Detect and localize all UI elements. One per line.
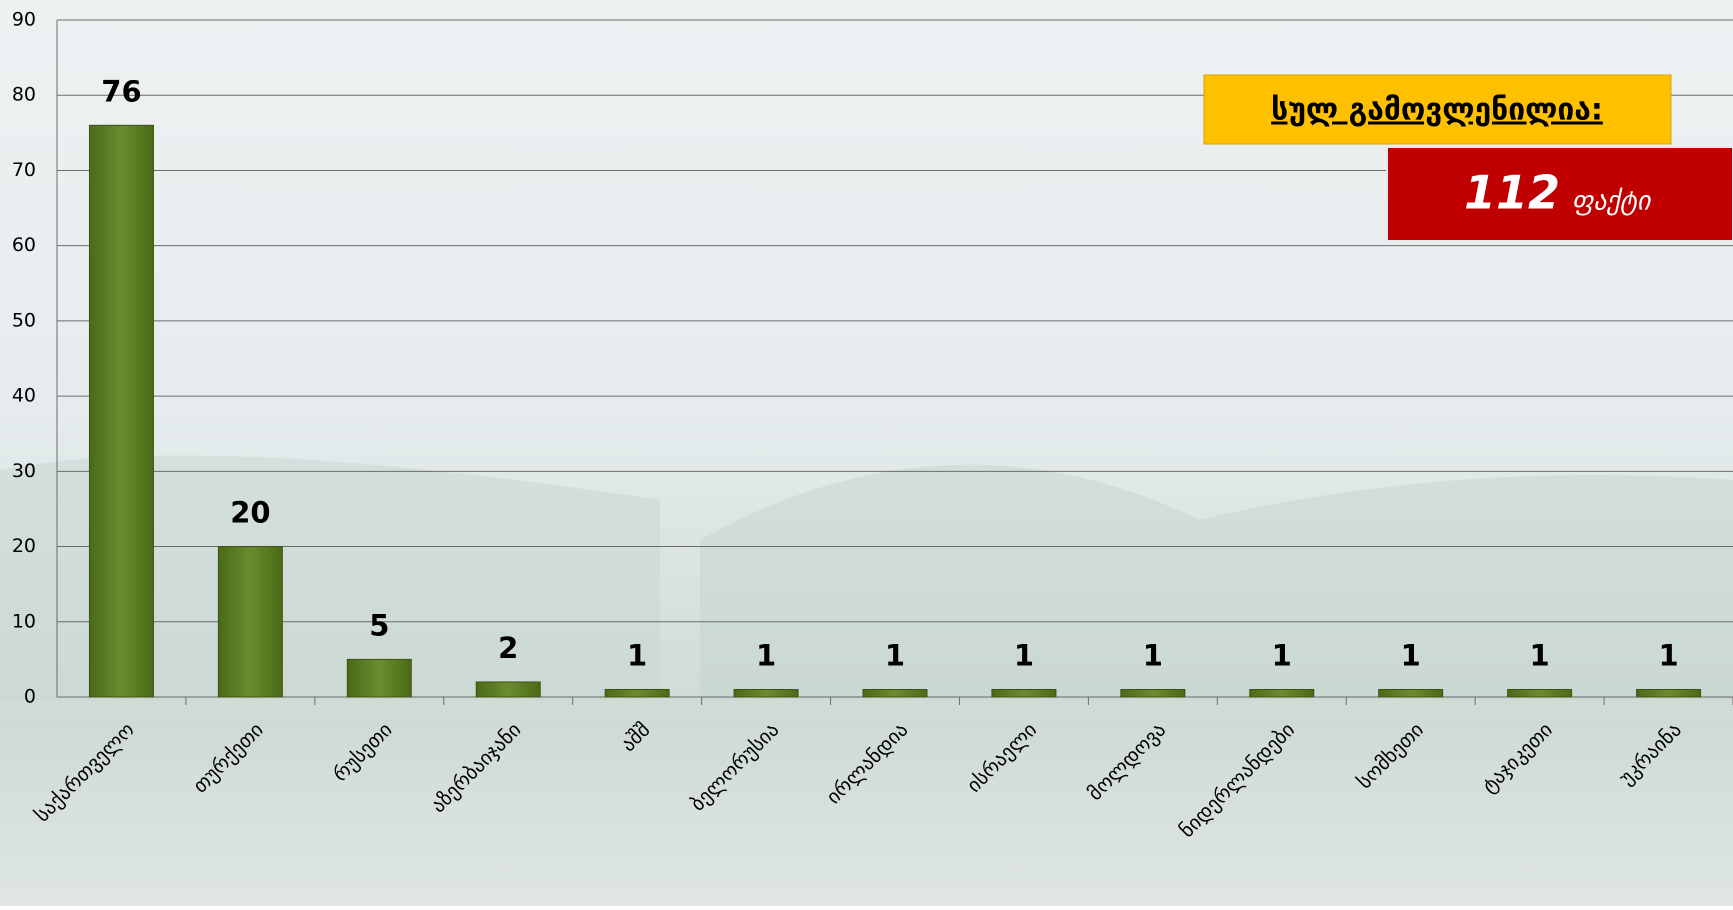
box-title: სულ გამოვლენილია: xyxy=(1271,93,1603,128)
data-label: 1 xyxy=(627,638,647,672)
bar xyxy=(218,547,282,697)
data-label: 1 xyxy=(1014,638,1034,672)
y-tick-label: 60 xyxy=(12,234,36,256)
data-label: 1 xyxy=(1658,638,1678,672)
data-label: 1 xyxy=(1143,638,1163,672)
bar xyxy=(476,682,540,697)
data-label: 1 xyxy=(1530,638,1550,672)
bar xyxy=(605,689,669,697)
y-tick-label: 40 xyxy=(12,385,36,407)
data-label: 1 xyxy=(1272,638,1292,672)
data-label: 5 xyxy=(369,608,389,642)
bar xyxy=(863,689,927,697)
data-label: 1 xyxy=(756,638,776,672)
y-tick-label: 10 xyxy=(12,610,36,632)
bar xyxy=(347,659,411,697)
y-tick-label: 30 xyxy=(12,460,36,482)
chart: 0102030405060708090საქართველო76თურქეთი20… xyxy=(0,0,1733,906)
box-count: 112 xyxy=(1464,166,1560,220)
box-unit: ფაქტი xyxy=(1572,187,1652,217)
bar xyxy=(89,125,153,697)
bar xyxy=(734,689,798,697)
bar xyxy=(1121,689,1185,697)
y-tick-label: 0 xyxy=(24,686,36,708)
y-tick-label: 90 xyxy=(12,9,36,31)
y-tick-label: 50 xyxy=(12,309,36,331)
y-tick-label: 20 xyxy=(12,535,36,557)
bar xyxy=(1379,689,1443,697)
data-label: 1 xyxy=(1401,638,1421,672)
data-label: 20 xyxy=(230,496,270,530)
bar xyxy=(992,689,1056,697)
y-tick-label: 80 xyxy=(12,84,36,106)
data-label: 1 xyxy=(885,638,905,672)
bar xyxy=(1508,689,1572,697)
bar xyxy=(1250,689,1314,697)
y-tick-label: 70 xyxy=(12,159,36,181)
box-count-bg xyxy=(1387,147,1733,241)
data-label: 2 xyxy=(498,631,518,665)
data-label: 76 xyxy=(101,74,141,108)
bar xyxy=(1637,689,1701,697)
